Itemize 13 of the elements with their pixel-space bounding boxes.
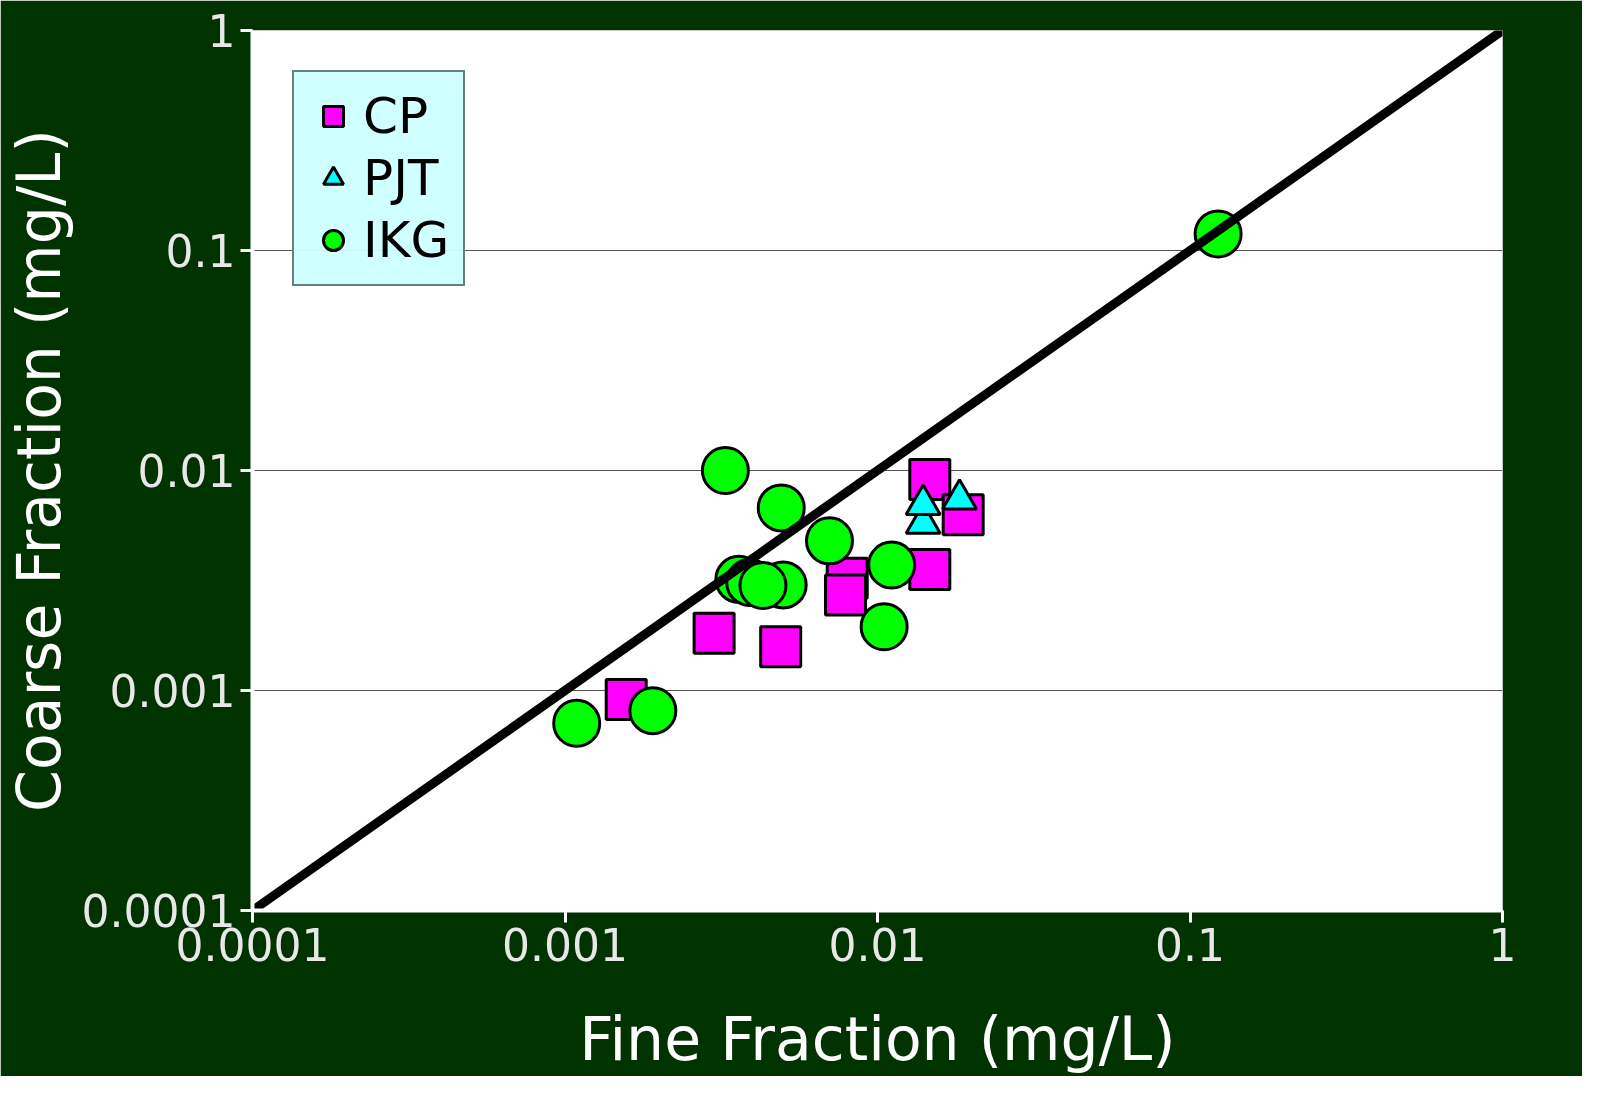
- x-axis-title: Fine Fraction (mg/L): [579, 1003, 1176, 1074]
- legend-label: CP: [363, 86, 429, 146]
- x-tick-label: 0.001: [502, 919, 628, 971]
- y-axis-title: Coarse Fraction (mg/L): [3, 129, 74, 812]
- x-tick-label: 1: [1488, 919, 1517, 971]
- x-tick-label: 0.01: [828, 919, 927, 971]
- legend-label: PJT: [363, 148, 439, 208]
- legend-label: IKG: [363, 210, 450, 270]
- y-tick-label: 1: [207, 6, 236, 57]
- y-tick-label: 0.001: [109, 666, 236, 717]
- y-tick-label: 0.1: [165, 226, 236, 277]
- x-tick-label: 0.1: [1155, 919, 1225, 971]
- y-tick-label: 0.01: [137, 446, 236, 497]
